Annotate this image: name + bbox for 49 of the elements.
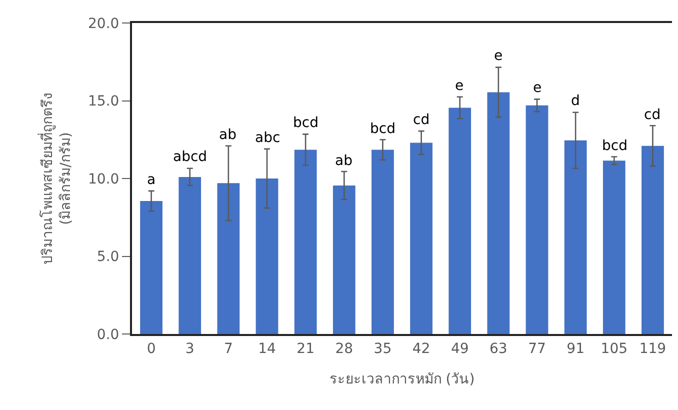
annotation: cd — [413, 112, 430, 128]
x-tick-label: 63 — [490, 340, 508, 357]
x-tick-label: 7 — [224, 340, 233, 357]
bar — [410, 142, 432, 334]
x-tick-label: 35 — [374, 340, 392, 357]
bar — [332, 186, 356, 334]
bar — [294, 150, 317, 334]
bar — [217, 183, 240, 334]
bar — [642, 146, 664, 334]
bar — [526, 105, 548, 334]
annotation: cd — [644, 107, 661, 123]
annotation: e — [533, 80, 542, 96]
bar — [178, 176, 202, 334]
y-axis-title: ปริมาณโพแทสเซียมที่ถูกตรึง (มิลลิกรัม/กรัม) — [38, 92, 74, 264]
bar — [564, 140, 587, 334]
annotation: abc — [255, 130, 280, 146]
annotation: bcd — [293, 115, 318, 131]
annotation: abcd — [173, 149, 208, 165]
x-tick-label: 28 — [335, 340, 354, 357]
bar — [140, 201, 162, 334]
y-tick-label: 20.0 — [88, 16, 120, 32]
annotation: ab — [219, 127, 237, 143]
x-tick-label: 0 — [146, 340, 156, 357]
annotation: bcd — [602, 138, 628, 154]
x-tick-label: 21 — [296, 340, 314, 357]
y-tick-label: 10.0 — [88, 171, 120, 188]
x-tick-label: 42 — [412, 340, 430, 357]
annotation: bcd — [370, 121, 396, 137]
annotation: d — [571, 93, 580, 109]
annotation: e — [494, 48, 503, 64]
y-tick-label: 5.0 — [96, 249, 120, 266]
annotation: a — [147, 172, 156, 188]
annotation: e — [455, 78, 464, 94]
annotation: ab — [335, 153, 353, 169]
y-tick-label: 0.0 — [96, 326, 120, 343]
x-tick-label: 105 — [600, 340, 628, 357]
x-tick-label: 3 — [185, 340, 194, 357]
y-tick-label: 15.0 — [88, 94, 120, 110]
x-tick-label: 49 — [450, 340, 469, 357]
bar — [256, 178, 278, 334]
x-tick-label: 14 — [258, 340, 276, 357]
x-axis-title: ระยะเวลาการหมัก (วัน) — [329, 372, 475, 388]
bar — [372, 150, 394, 334]
bar — [448, 108, 472, 334]
x-tick-label: 77 — [528, 340, 546, 357]
bar — [487, 92, 510, 334]
x-tick-label: 91 — [566, 340, 584, 357]
x-tick-label: 119 — [639, 340, 666, 357]
bar — [602, 160, 626, 334]
